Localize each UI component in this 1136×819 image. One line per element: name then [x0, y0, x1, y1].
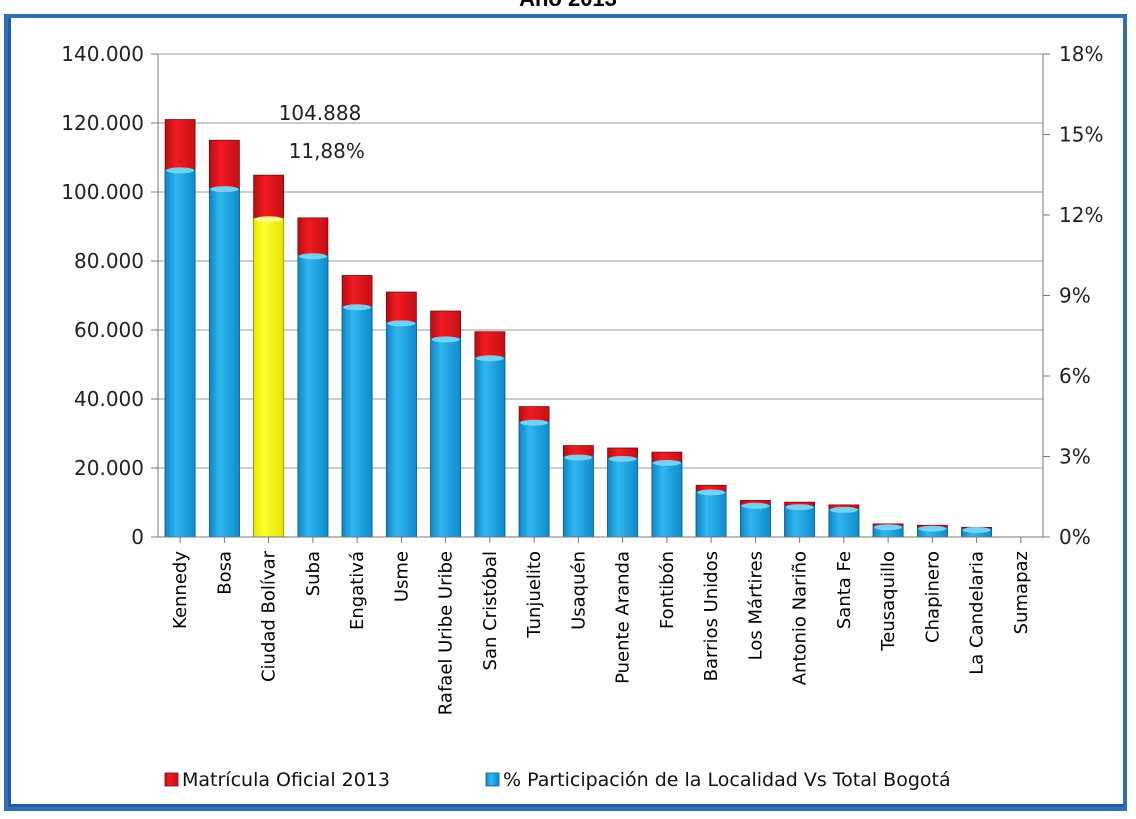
category-label: Santa Fe: [834, 551, 855, 629]
bar-participacion: [518, 421, 550, 538]
right-tick-label: 3%: [1059, 445, 1091, 469]
bar-cap: [652, 459, 681, 466]
legend-swatch: [485, 772, 500, 787]
right-tick-label: 15%: [1059, 123, 1103, 147]
bars: [164, 119, 993, 538]
bar-participacion: [784, 505, 816, 538]
bar-participacion: [253, 217, 285, 538]
category-label: San Cristóbal: [480, 551, 501, 670]
bar-cap: [431, 336, 460, 343]
category-label: Fontibón: [657, 551, 678, 629]
bar-cap: [874, 524, 903, 531]
category-label: Barrios Unidos: [701, 551, 722, 681]
category-label: Engativá: [347, 551, 368, 630]
bar-cap: [343, 304, 372, 311]
category-label: Ciudad Bolívar: [259, 550, 280, 682]
bar-participacion: [562, 456, 594, 538]
bar-cap: [166, 167, 195, 174]
left-tick-label: 80.000: [74, 249, 144, 273]
category-label: Usaquén: [568, 551, 589, 630]
category-label: Antonio Nariño: [790, 551, 811, 685]
bar-cap: [387, 320, 416, 327]
bar-cap: [564, 454, 593, 461]
bar-participacion: [164, 168, 196, 538]
bar-cap: [829, 506, 858, 513]
bar-participacion: [607, 457, 639, 538]
bar-participacion: [297, 254, 329, 538]
bar-cap: [475, 355, 504, 362]
bar-cap: [254, 216, 283, 223]
category-label: Tunjuelito: [524, 551, 545, 639]
right-tick-label: 18%: [1059, 42, 1103, 66]
bar-cap: [918, 525, 947, 532]
category-label: Rafael Uribe Uribe: [436, 551, 457, 715]
bar-cap: [741, 502, 770, 509]
bar-participacion: [828, 508, 860, 538]
right-tick-label: 12%: [1059, 203, 1103, 227]
bar-participacion: [208, 187, 240, 538]
bar-cap: [210, 186, 239, 193]
bar-cap: [608, 455, 637, 462]
category-label: Chapinero: [922, 551, 943, 643]
left-tick-label: 40.000: [74, 387, 144, 411]
left-tick-label: 140.000: [61, 42, 144, 66]
legend-swatch: [164, 772, 179, 787]
legend-label: % Participación de la Localidad Vs Total…: [503, 769, 951, 791]
category-label: Usme: [391, 551, 412, 602]
axes: [151, 53, 1050, 543]
bar-cap: [697, 489, 726, 496]
legend: Matrícula Oficial 2013 % Participación de…: [164, 769, 951, 791]
right-tick-label: 6%: [1059, 364, 1091, 388]
bar-participacion: [385, 321, 417, 538]
category-label: Puente Aranda: [613, 551, 634, 684]
legend-label: Matrícula Oficial 2013: [182, 769, 390, 791]
left-tick-label: 100.000: [61, 180, 144, 204]
bar-cap: [520, 419, 549, 426]
bar-participacion: [430, 338, 462, 538]
category-label: Suba: [303, 551, 324, 596]
tick-labels: 0 20.000 40.000 60.000 80.000 100.000 120.000 1…: [61, 42, 1103, 715]
category-label: Teusaquillo: [878, 551, 899, 652]
annotation-percent: 11,88%: [289, 139, 365, 163]
bar-participacion: [474, 356, 506, 538]
category-label: Sumapaz: [1011, 551, 1032, 634]
left-tick-label: 60.000: [74, 318, 144, 342]
category-label: La Candelaria: [967, 551, 988, 675]
left-tick-label: 0: [131, 525, 144, 549]
left-tick-label: 20.000: [74, 456, 144, 480]
right-tick-label: 0%: [1059, 525, 1091, 549]
category-label: Bosa: [214, 551, 235, 595]
chart-title: Año 2013: [0, 0, 1136, 12]
bar-cap: [785, 504, 814, 511]
category-label: Kennedy: [170, 551, 191, 629]
category-label: Los Mártires: [745, 551, 766, 660]
right-tick-label: 9%: [1059, 284, 1091, 308]
bar-cap: [962, 526, 991, 533]
bar-participacion: [341, 305, 373, 538]
bar-cap: [298, 253, 327, 260]
left-tick-label: 120.000: [61, 111, 144, 135]
bar-participacion: [739, 504, 771, 538]
bar-participacion: [695, 490, 727, 538]
bar-participacion: [651, 461, 683, 538]
annotation-value: 104.888: [279, 101, 362, 125]
